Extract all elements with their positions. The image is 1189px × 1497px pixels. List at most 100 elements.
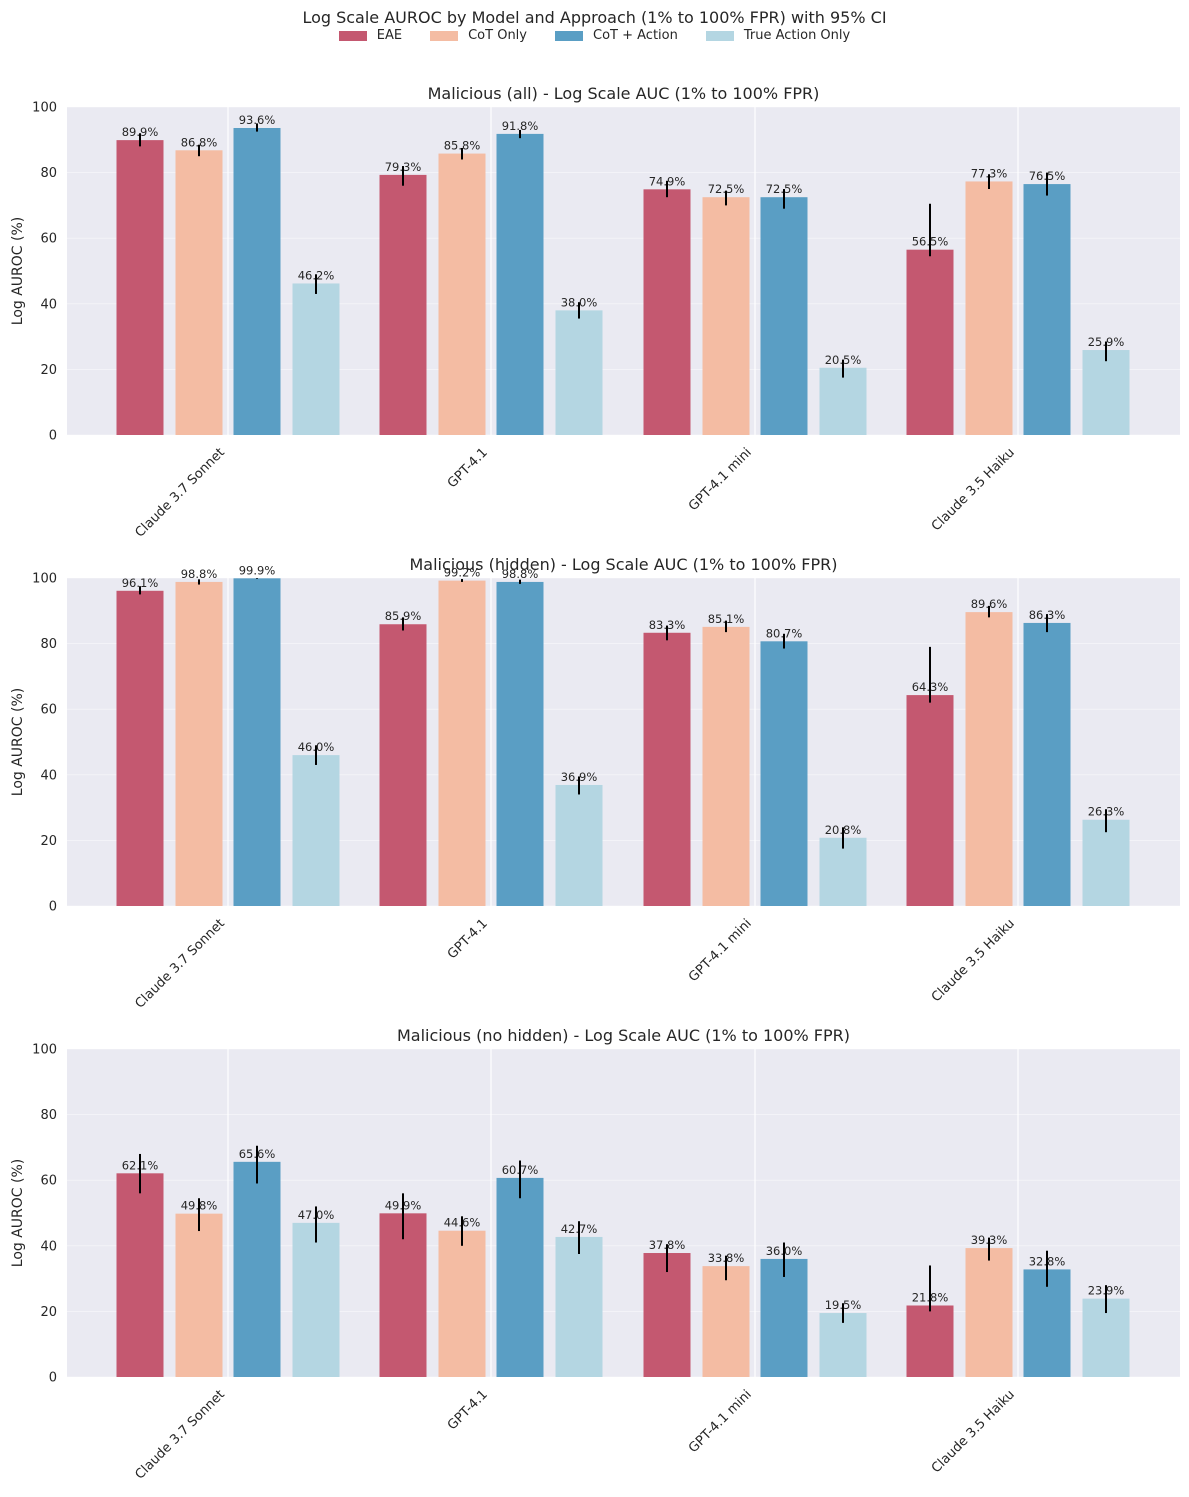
bar: [292, 1222, 340, 1377]
bar: [760, 1258, 808, 1377]
data-label: 99.2%: [444, 566, 481, 580]
bar: [643, 189, 691, 435]
chart-panel-2: 0 20 40 60 80 100 96.1% 85.9% 83.3% 64.3% 98.8% 99.…: [10, 555, 1180, 1012]
y-tick-label: 20: [40, 834, 57, 849]
bar: [1082, 350, 1130, 435]
data-label: 96.1%: [122, 576, 159, 590]
data-label: 79.3%: [385, 160, 422, 174]
data-label: 25.9%: [1088, 335, 1125, 349]
bar: [438, 1230, 486, 1377]
data-label: 85.9%: [385, 609, 422, 623]
data-label: 74.9%: [649, 174, 686, 188]
y-axis-label: Log AUROC (%): [10, 688, 26, 796]
bar: [1023, 622, 1071, 906]
data-label: 49.8%: [181, 1199, 218, 1213]
data-label: 39.3%: [971, 1233, 1008, 1247]
legend-label-true-action-only: True Action Only: [743, 28, 851, 43]
category-label: GPT-4.1: [445, 916, 491, 962]
y-tick-label: 100: [32, 1043, 57, 1058]
data-label: 36.0%: [766, 1244, 803, 1258]
data-label: 98.8%: [502, 567, 539, 581]
figure-title: Log Scale AUROC by Model and Approach (1…: [302, 8, 887, 27]
bar: [379, 624, 427, 906]
bar: [819, 367, 867, 435]
bar: [555, 784, 603, 906]
data-label: 85.8%: [444, 139, 481, 153]
legend: EAE CoT Only CoT + Action True Action On…: [0, 28, 1189, 43]
data-label: 33.8%: [708, 1251, 745, 1265]
bar: [906, 695, 954, 906]
bar: [292, 283, 340, 435]
bar: [1023, 1269, 1071, 1377]
category-label: GPT-4.1: [445, 1387, 491, 1433]
y-tick-label: 0: [49, 900, 57, 915]
bar: [379, 1213, 427, 1377]
bar: [965, 1248, 1013, 1377]
bar: [906, 249, 954, 435]
data-label: 46.2%: [298, 268, 335, 282]
bar: [965, 181, 1013, 435]
y-tick-label: 60: [40, 1174, 57, 1189]
bar: [438, 580, 486, 906]
bar: [760, 641, 808, 906]
bar: [116, 1173, 164, 1377]
bar: [702, 197, 750, 435]
data-label: 89.6%: [971, 597, 1008, 611]
data-label: 83.3%: [649, 618, 686, 632]
data-label: 64.3%: [912, 680, 949, 694]
y-tick-label: 60: [40, 703, 57, 718]
legend-swatch-eae: [338, 30, 367, 41]
category-label: Claude 3.7 Sonnet: [132, 1387, 227, 1482]
data-label: 32.8%: [1029, 1254, 1066, 1268]
data-label: 49.9%: [385, 1198, 422, 1212]
bar: [175, 581, 223, 906]
bar: [643, 1253, 691, 1377]
data-label: 77.3%: [971, 166, 1008, 180]
chart-panel-3: 0 20 40 60 80 100 62.1% 49.9% 37.8% 21.8% 49.8% 44.…: [10, 1026, 1180, 1483]
panel-title: Malicious (hidden) - Log Scale AUC (1% t…: [409, 555, 837, 574]
data-label: 60.7%: [502, 1163, 539, 1177]
bar: [702, 1266, 750, 1377]
panel-title: Malicious (all) - Log Scale AUC (1% to 1…: [428, 84, 820, 103]
legend-label-cot-action: CoT + Action: [593, 28, 678, 43]
y-tick-label: 40: [40, 1239, 57, 1254]
legend-item-eae: EAE: [338, 28, 403, 43]
data-label: 91.8%: [502, 119, 539, 133]
data-label: 37.8%: [649, 1238, 686, 1252]
bar: [702, 626, 750, 906]
bar: [175, 1213, 223, 1377]
bar: [496, 133, 544, 435]
bar: [643, 632, 691, 906]
legend-item-cot-only: CoT Only: [430, 28, 527, 43]
data-label: 23.9%: [1088, 1284, 1125, 1298]
bar: [233, 578, 281, 906]
y-tick-label: 100: [32, 101, 57, 116]
bar: [379, 174, 427, 435]
bar: [233, 1161, 281, 1377]
bar: [965, 612, 1013, 906]
data-label: 65.6%: [239, 1147, 276, 1161]
data-label: 42.7%: [561, 1222, 598, 1236]
y-tick-label: 40: [40, 768, 57, 783]
category-label: GPT-4.1 mini: [686, 445, 755, 514]
legend-label-eae: EAE: [376, 28, 403, 43]
bar: [760, 197, 808, 435]
category-label: Claude 3.7 Sonnet: [132, 445, 227, 540]
data-label: 36.9%: [561, 770, 598, 784]
bar: [1082, 819, 1130, 906]
data-label: 46.0%: [298, 740, 335, 754]
bar: [555, 1236, 603, 1377]
category-label: Claude 3.5 Haiku: [929, 445, 1018, 534]
data-label: 62.1%: [122, 1158, 159, 1172]
bar: [496, 581, 544, 906]
data-label: 76.5%: [1029, 169, 1066, 183]
data-label: 93.6%: [239, 113, 276, 127]
bar: [496, 1177, 544, 1377]
category-label: Claude 3.5 Haiku: [929, 916, 1018, 1005]
data-label: 80.7%: [766, 626, 803, 640]
data-label: 99.9%: [239, 563, 276, 577]
bar: [438, 153, 486, 436]
category-label: GPT-4.1 mini: [686, 1387, 755, 1456]
y-tick-label: 100: [32, 572, 57, 587]
